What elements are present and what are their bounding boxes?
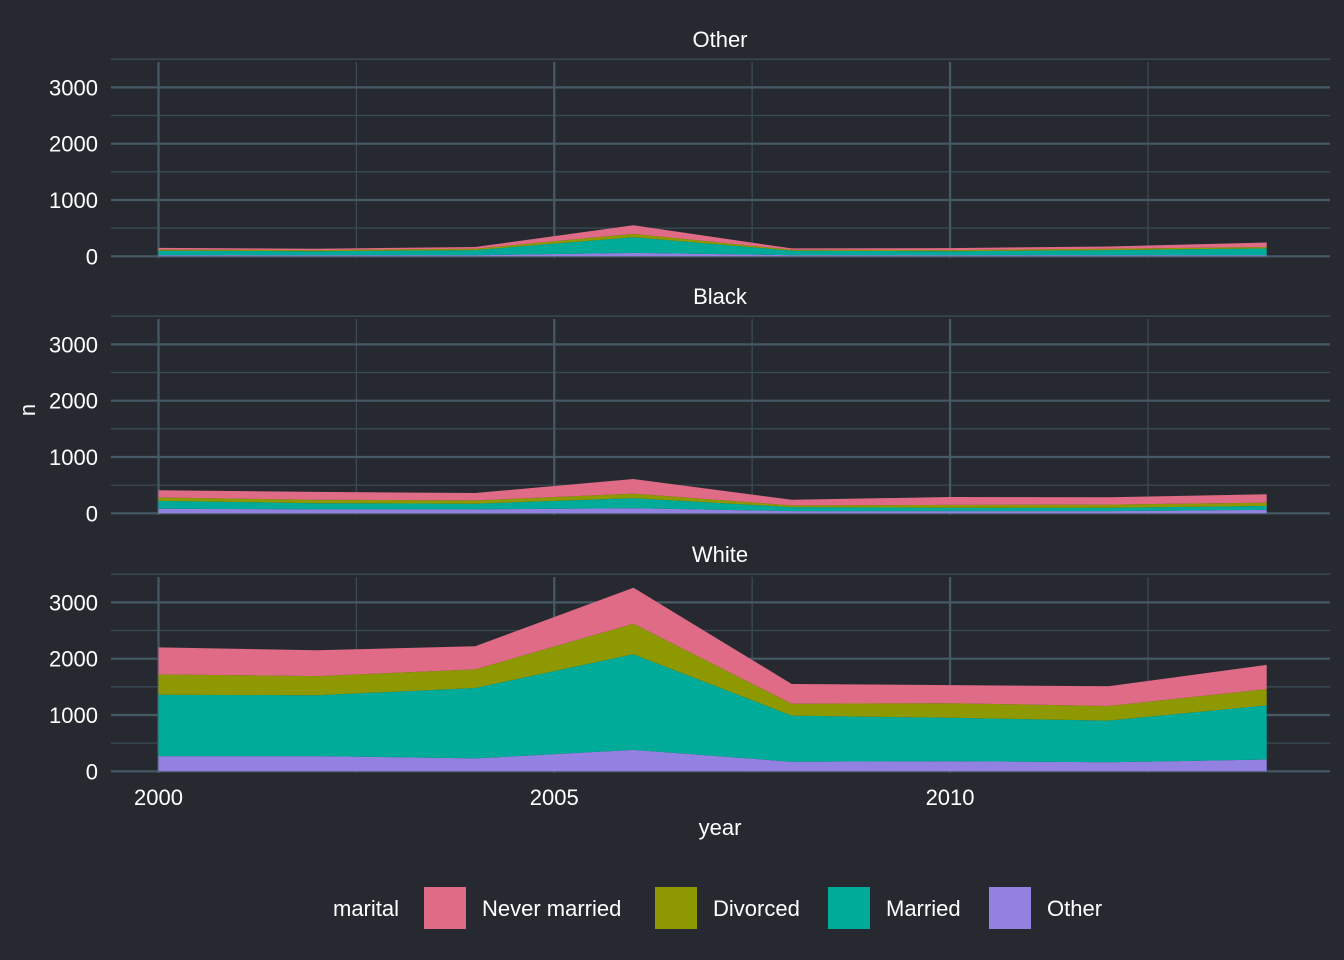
area-other	[158, 508, 1267, 514]
y-tick-label: 1000	[49, 188, 98, 213]
y-tick-label: 0	[86, 501, 98, 526]
legend-swatch	[655, 887, 697, 929]
legend-item: Other	[989, 887, 1102, 929]
area-never-married	[158, 479, 1267, 506]
y-tick-label: 3000	[49, 332, 98, 357]
x-axis-title: year	[699, 815, 742, 840]
legend-swatch	[424, 887, 466, 929]
legend-swatch	[989, 887, 1031, 929]
y-tick-label: 1000	[49, 445, 98, 470]
panel-white: White 0 1000 2000 3000	[49, 542, 1330, 784]
x-tick-label: 2005	[530, 785, 579, 810]
y-tick-label: 0	[86, 759, 98, 784]
legend-label: Other	[1047, 896, 1102, 921]
x-tick-label: 2010	[926, 785, 975, 810]
panel-other: Other 0 1000 2000 3000	[49, 27, 1330, 269]
facet-panels: Other0100020003000Black0100020003000Whit…	[49, 27, 1330, 810]
area-divorced	[158, 233, 1267, 252]
area-divorced	[158, 493, 1267, 508]
legend-label: Divorced	[713, 896, 800, 921]
area-never-married	[158, 225, 1267, 251]
legend-label: Married	[886, 896, 961, 921]
legend-items: Never married Divorced Married Other	[424, 887, 1102, 929]
x-axis-ticks: 2000 2005 2010	[134, 785, 975, 810]
panel-black: Black 0 1000 2000 3000	[49, 284, 1330, 526]
y-tick-label: 1000	[49, 703, 98, 728]
panel-title: White	[692, 542, 748, 567]
area-other	[158, 252, 1267, 257]
area-married	[158, 237, 1267, 256]
legend-item: Married	[828, 887, 961, 929]
y-tick-label: 3000	[49, 590, 98, 615]
y-axis-title: n	[15, 404, 40, 416]
legend-item: Divorced	[655, 887, 800, 929]
y-tick-label: 2000	[49, 389, 98, 414]
y-tick-label: 0	[86, 244, 98, 269]
area-married	[158, 654, 1267, 763]
y-tick-label: 3000	[49, 75, 98, 100]
y-tick-label: 2000	[49, 647, 98, 672]
area-divorced	[158, 623, 1267, 721]
legend-title: marital	[333, 896, 399, 921]
y-tick-label: 2000	[49, 132, 98, 157]
legend: marital Never married Divorced Married Othe…	[333, 887, 1102, 929]
legend-label: Never married	[482, 896, 621, 921]
panel-title: Other	[692, 27, 747, 52]
panel-title: Black	[693, 284, 748, 309]
area-other	[158, 749, 1267, 772]
area-married	[158, 498, 1267, 512]
legend-swatch	[828, 887, 870, 929]
legend-item: Never married	[424, 887, 621, 929]
x-tick-label: 2000	[134, 785, 183, 810]
area-never-married	[158, 587, 1267, 706]
